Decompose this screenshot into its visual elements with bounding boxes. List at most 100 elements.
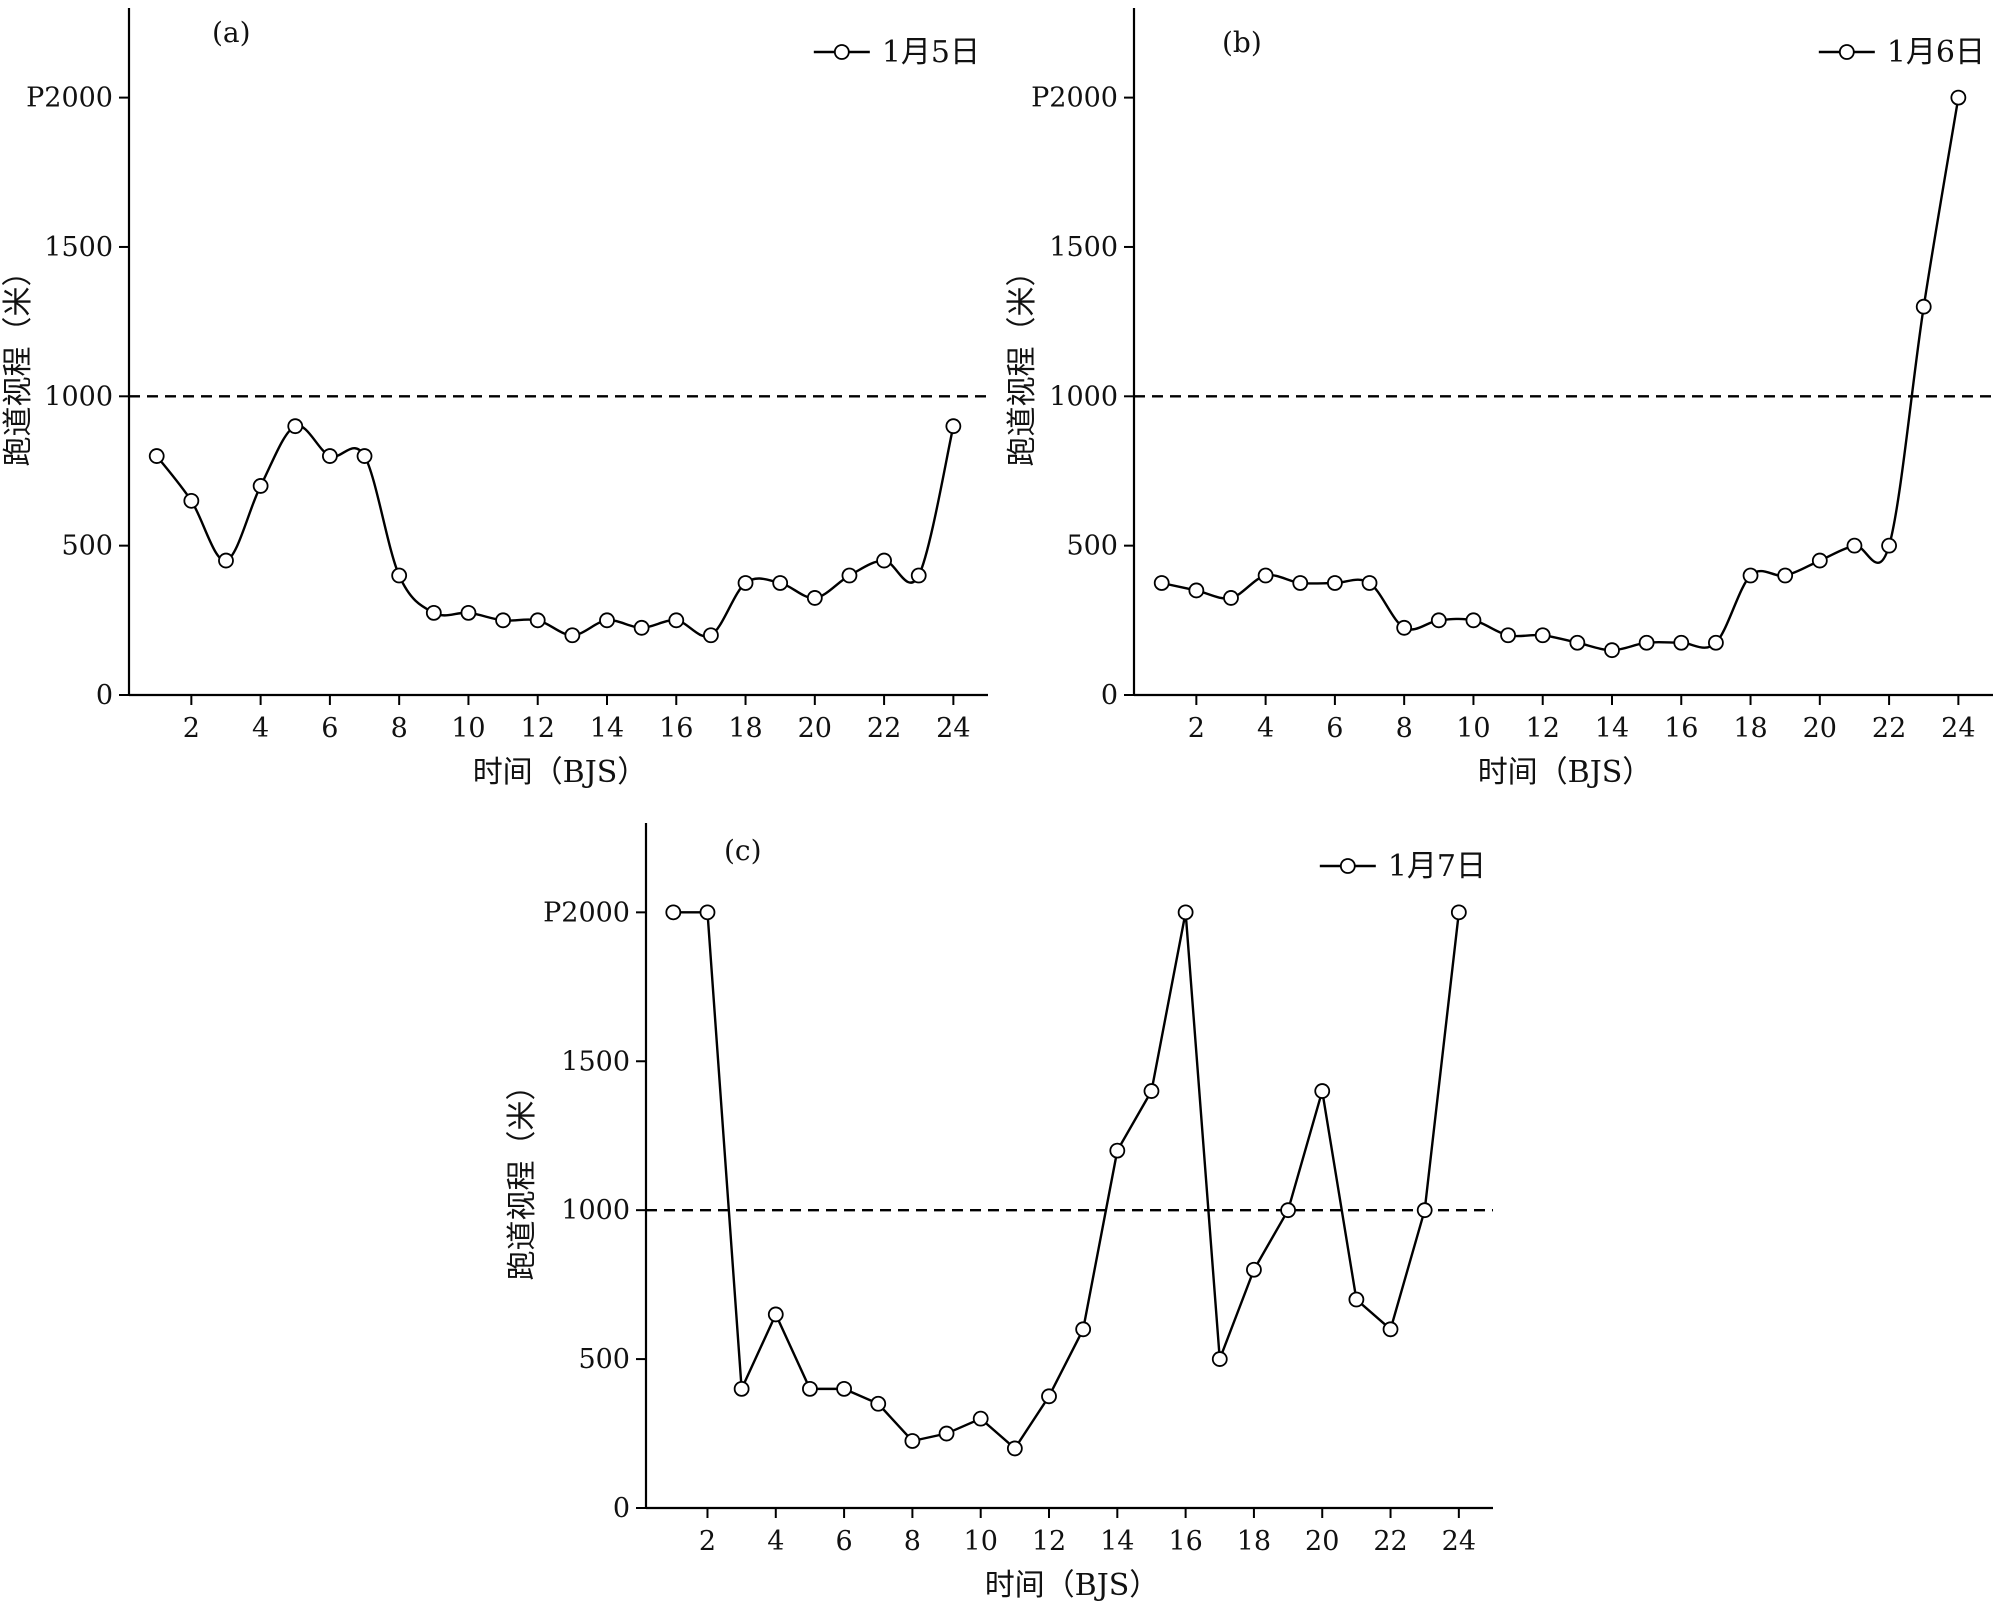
data-point-marker [1314, 1083, 1331, 1099]
data-point-marker [1257, 567, 1274, 584]
legend-label: 1月7日 [1388, 849, 1486, 884]
data-point-marker [1604, 642, 1620, 659]
data-point-marker [1292, 575, 1309, 591]
panel-label: (b) [1222, 26, 1262, 59]
legend: 1月6日 [1818, 35, 1985, 70]
y-tick-label: 0 [1101, 680, 1118, 711]
data-point-marker [1534, 627, 1551, 644]
series-line [673, 911, 1461, 1451]
x-tick-label: 10 [451, 713, 485, 744]
data-point-marker [945, 418, 962, 435]
data-point-marker [665, 904, 682, 921]
y-tick-label: 1500 [44, 232, 113, 263]
data-point-marker [287, 418, 304, 435]
y-tick-label: 500 [578, 1344, 630, 1375]
x-tick-label: 14 [590, 713, 624, 744]
data-point-marker [1326, 575, 1343, 591]
x-tick-label: 22 [867, 713, 901, 744]
data-point-marker [1638, 634, 1655, 651]
x-tick-label: 8 [904, 1526, 921, 1557]
data-point-marker [321, 448, 338, 464]
data-point-marker [1569, 634, 1586, 651]
data-point-marker [1006, 1440, 1023, 1457]
data-point-marker [1396, 619, 1413, 636]
data-point-marker [904, 1433, 921, 1449]
x-tick-label: 10 [1456, 713, 1490, 744]
x-tick-label: 10 [964, 1526, 998, 1557]
data-point-marker [218, 552, 234, 569]
y-axis-title: 跑道视程（米） [505, 1071, 540, 1281]
x-tick-label: 12 [1526, 713, 1560, 744]
x-tick-label: 16 [659, 713, 693, 744]
data-point-marker [699, 904, 716, 921]
data-point-marker [870, 1395, 887, 1412]
data-point-marker [1246, 1261, 1262, 1278]
data-point-marker [1223, 590, 1239, 606]
x-tick-label: 20 [798, 713, 832, 744]
x-tick-label: 14 [1100, 1526, 1134, 1557]
data-point-marker [876, 552, 892, 569]
x-tick-label: 14 [1595, 713, 1629, 744]
data-point-marker [1777, 567, 1794, 584]
y-tick-label: P2000 [26, 83, 113, 114]
data-point-marker [1041, 1388, 1057, 1405]
y-tick-label: 1500 [561, 1046, 630, 1077]
data-point-marker [737, 575, 754, 591]
series-line [155, 424, 955, 638]
data-point-marker [1348, 1291, 1365, 1308]
x-tick-label: 24 [1941, 713, 1975, 744]
y-tick-label: 1000 [561, 1195, 630, 1226]
x-tick-label: 4 [1257, 713, 1274, 744]
legend-label: 1月5日 [882, 35, 980, 70]
data-point-marker [1361, 575, 1378, 591]
x-tick-label: 16 [1168, 1526, 1202, 1557]
x-tick-label: 12 [521, 713, 555, 744]
data-point-marker [910, 567, 927, 584]
data-point-marker [495, 612, 511, 629]
data-point-marker [703, 627, 719, 644]
x-tick-label: 2 [1188, 713, 1205, 744]
x-tick-label: 4 [252, 713, 269, 744]
data-point-marker [841, 567, 858, 584]
data-point-marker [252, 478, 269, 494]
data-point-marker [1075, 1321, 1092, 1338]
data-point-marker [1177, 904, 1194, 921]
data-point-marker [529, 612, 546, 629]
x-tick-label: 22 [1872, 713, 1906, 744]
data-point-marker [806, 590, 823, 606]
data-point-marker [356, 448, 373, 464]
data-point-marker [772, 575, 789, 591]
legend-marker [1339, 858, 1356, 874]
data-point-marker [668, 612, 685, 629]
data-point-marker [1450, 904, 1467, 921]
data-point-marker [1742, 567, 1759, 584]
x-tick-label: 24 [1442, 1526, 1476, 1557]
x-axis-title: 时间（BJS） [473, 755, 648, 790]
x-tick-label: 8 [391, 713, 408, 744]
data-point-marker [1143, 1083, 1160, 1099]
data-point-marker [1188, 582, 1205, 599]
x-tick-label: 6 [835, 1526, 852, 1557]
y-tick-label: 1000 [1049, 381, 1118, 412]
data-point-marker [183, 492, 200, 509]
x-tick-label: 24 [936, 713, 970, 744]
y-axis-title: 跑道视程（米） [1005, 257, 1040, 467]
data-point-marker [1500, 627, 1516, 644]
x-tick-label: 2 [699, 1526, 716, 1557]
x-tick-label: 2 [183, 713, 200, 744]
legend-marker [1838, 44, 1855, 60]
data-point-marker [836, 1380, 852, 1397]
data-point-marker [1465, 612, 1482, 629]
legend: 1月7日 [1319, 849, 1486, 884]
panel-label: (c) [724, 834, 762, 867]
legend-marker [833, 44, 850, 60]
x-tick-label: 4 [767, 1526, 784, 1557]
x-tick-label: 18 [728, 713, 762, 744]
data-point-marker [1708, 634, 1724, 651]
data-point-marker [972, 1410, 989, 1427]
x-tick-label: 22 [1373, 1526, 1407, 1557]
